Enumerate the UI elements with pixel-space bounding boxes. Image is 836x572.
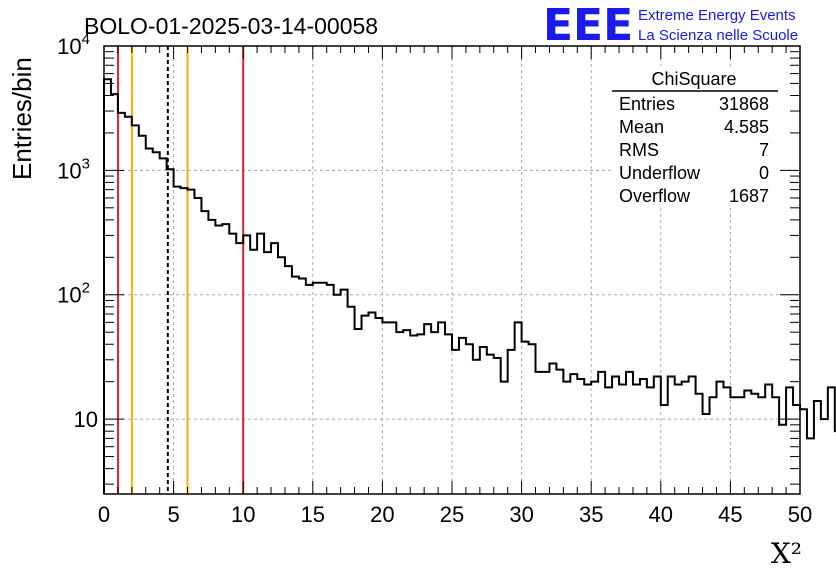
- x-tick-label: 35: [579, 502, 603, 527]
- stats-row-value: 31868: [719, 94, 769, 114]
- stats-rows: Entries 31868 Mean 4.585 RMS 7 Underflow 0 Overf…: [619, 94, 769, 206]
- histogram-step-line: [103, 78, 836, 494]
- plot-title: BOLO-01-2025-03-14-00058: [84, 13, 378, 39]
- stats-row-value: 1687: [729, 186, 769, 206]
- stats-row-label: Overflow: [619, 186, 691, 206]
- logo-eee-text: EEE: [543, 0, 633, 51]
- y-tick-label: 104: [57, 31, 90, 59]
- y-tick-label: 103: [57, 155, 90, 183]
- x-tick-label: 25: [440, 502, 464, 527]
- x-tick-label: 50: [788, 502, 812, 527]
- y-tick-label: 102: [57, 280, 90, 308]
- y-tick-labels: 10 102 103 104: [57, 31, 98, 432]
- stats-row-label: RMS: [619, 140, 659, 160]
- reference-lines: [116, 46, 245, 494]
- x-axis-title: X²: [771, 537, 802, 570]
- stats-row-value: 7: [759, 140, 769, 160]
- x-tick-label: 15: [301, 502, 325, 527]
- y-tick-label: 10: [74, 407, 98, 432]
- x-tick-label: 20: [370, 502, 394, 527]
- stats-row-label: Entries: [619, 94, 675, 114]
- stats-box: ChiSquare Entries 31868 Mean 4.585 RMS 7 Under…: [612, 66, 780, 207]
- stats-row-label: Mean: [619, 117, 664, 137]
- x-tick-label: 40: [649, 502, 673, 527]
- stats-row-value: 4.585: [724, 117, 769, 137]
- x-tick-label: 10: [231, 502, 255, 527]
- eee-logo: EEE Extreme Energy Events La Scienza nel…: [543, 0, 798, 51]
- stats-name: ChiSquare: [651, 69, 736, 89]
- x-tick-label: 5: [167, 502, 179, 527]
- logo-line-1: Extreme Energy Events: [638, 7, 796, 24]
- x-tick-labels: 0 5 10 15 20 25 30 35 40 45 50: [98, 502, 812, 527]
- x-tick-label: 45: [718, 502, 742, 527]
- y-axis-title: Entries/bin: [7, 57, 37, 180]
- stats-row-label: Underflow: [619, 163, 701, 183]
- x-tick-label: 30: [509, 502, 533, 527]
- x-tick-label: 0: [98, 502, 110, 527]
- stats-box-bg: [612, 66, 780, 207]
- axis-ticks: [103, 45, 801, 494]
- logo-line-2: La Scienza nelle Scuole: [638, 27, 798, 44]
- stats-row-value: 0: [759, 163, 769, 183]
